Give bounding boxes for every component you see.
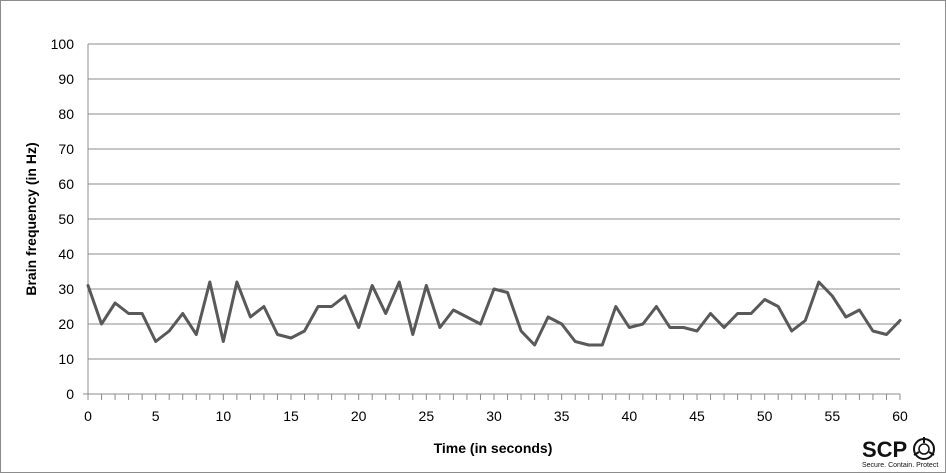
series-group	[86, 280, 902, 347]
x-tick-label: 25	[419, 408, 435, 424]
y-tick-label: 0	[66, 386, 74, 402]
x-tick-label: 40	[622, 408, 638, 424]
x-tick-labels: 0 5 10 15 20 25 30 35 40 45 50 55 60	[84, 408, 908, 424]
logo-tagline: Secure. Contain. Protect	[862, 462, 938, 469]
scp-emblem-icon	[913, 437, 935, 460]
series-line	[86, 280, 902, 347]
x-tick-label: 15	[283, 408, 299, 424]
y-axis-title: Brain frequency (in Hz)	[23, 142, 39, 295]
x-axis-title: Time (in seconds)	[434, 440, 553, 456]
logo-name: SCP	[862, 437, 907, 462]
y-tick-label: 60	[58, 176, 74, 192]
scp-logo: SCP Secure. Contain. Protect	[862, 437, 938, 469]
y-tick-label: 30	[58, 281, 74, 297]
x-tick-label: 0	[84, 408, 92, 424]
y-tick-label: 10	[58, 351, 74, 367]
y-tick-label: 40	[58, 246, 74, 262]
x-tick-label: 5	[152, 408, 160, 424]
y-tick-label: 90	[58, 71, 74, 87]
y-tick-label: 70	[58, 141, 74, 157]
axes	[83, 44, 901, 400]
x-tick-label: 60	[892, 408, 908, 424]
x-tick-label: 35	[554, 408, 570, 424]
x-tick-label: 45	[689, 408, 705, 424]
x-tick-label: 30	[486, 408, 502, 424]
x-tick-label: 55	[825, 408, 841, 424]
y-tick-label: 50	[58, 211, 74, 227]
x-tick-label: 50	[757, 408, 773, 424]
y-tick-label: 20	[58, 316, 74, 332]
x-tick-label: 20	[351, 408, 367, 424]
y-tick-labels: 0 10 20 30 40 50 60 70 80 90 100	[51, 36, 75, 402]
gridlines	[88, 43, 900, 360]
y-tick-label: 100	[51, 36, 75, 52]
x-tick-label: 10	[216, 408, 232, 424]
y-tick-label: 80	[58, 106, 74, 122]
